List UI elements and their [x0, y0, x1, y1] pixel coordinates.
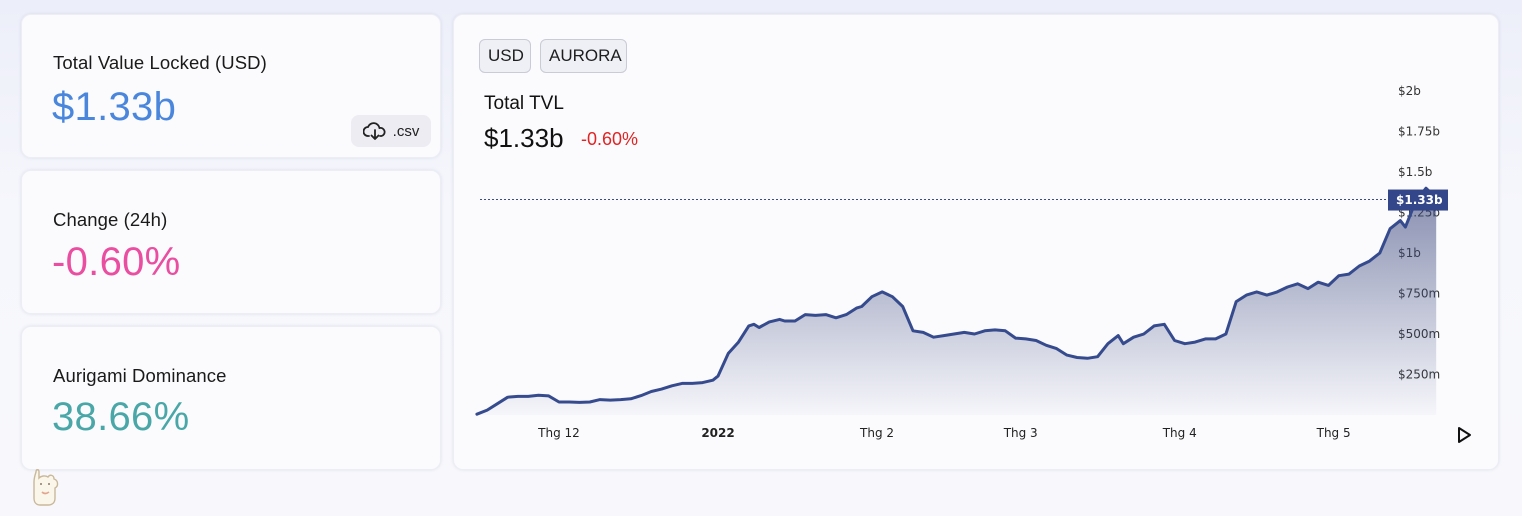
dominance-label: Aurigami Dominance [53, 365, 227, 386]
change-value: -0.60% [52, 240, 181, 284]
dominance-card: Aurigami Dominance 38.66% [21, 326, 441, 470]
tvl-card: Total Value Locked (USD) $1.33b .csv [21, 14, 441, 158]
current-value-label: $1.33b [1396, 193, 1443, 207]
currency-chip-aurora[interactable]: AURORA [540, 39, 627, 73]
y-tick-label: $1.5b [1398, 165, 1432, 179]
play-icon[interactable] [1454, 425, 1474, 445]
x-tick-label: 2022 [701, 426, 734, 440]
csv-label: .csv [392, 122, 420, 140]
dominance-value: 38.66% [52, 395, 190, 439]
tvl-chart: $250m$500m$750m$1b$1.25b$1.5b$1.75b$2b T… [475, 84, 1448, 440]
change-label: Change (24h) [53, 209, 168, 230]
csv-download-button[interactable]: .csv [351, 115, 431, 147]
chart-change: -0.60% [581, 129, 639, 149]
llama-mascot-icon [33, 469, 59, 506]
chart-card: USD AURORA Total TVL $1.33b -0.60% $250m… [453, 14, 1499, 470]
x-tick-label: Thg 3 [1003, 426, 1038, 440]
tvl-line [475, 186, 1438, 416]
y-tick-label: $2b [1398, 84, 1421, 98]
currency-chip-usd[interactable]: USD [479, 39, 531, 73]
tvl-value: $1.33b [52, 85, 177, 129]
cloud-download-icon [362, 122, 386, 140]
current-value-badge [1388, 189, 1448, 211]
y-tick-label: $1.75b [1398, 125, 1440, 139]
tvl-area [476, 188, 1437, 415]
chart-value: $1.33b [484, 123, 564, 153]
x-tick-label: Thg 2 [859, 426, 894, 440]
tvl-label: Total Value Locked (USD) [53, 52, 267, 73]
change-card: Change (24h) -0.60% [21, 170, 441, 314]
chart-title: Total TVL [484, 93, 564, 114]
x-tick-label: Thg 12 [537, 426, 580, 440]
x-tick-label: Thg 4 [1162, 426, 1197, 440]
x-tick-label: Thg 5 [1316, 426, 1351, 440]
